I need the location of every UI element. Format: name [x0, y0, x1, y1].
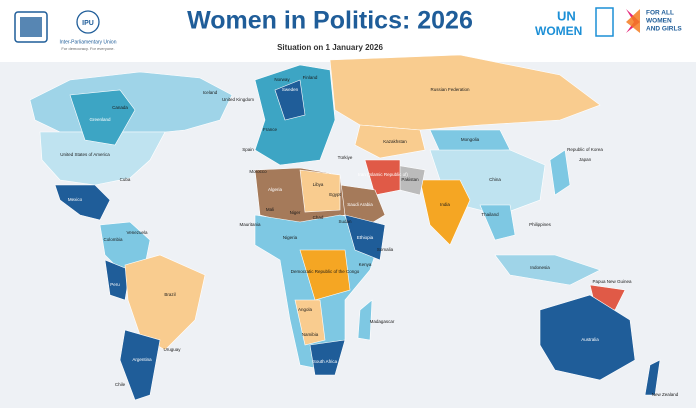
country-label: Canada	[112, 105, 128, 110]
country-label: Iran (Islamic Republic of)	[358, 172, 408, 177]
country-label: Philippines	[529, 222, 552, 227]
angola-namibia	[294, 299, 326, 346]
brazil	[124, 254, 206, 351]
country-label: Mexico	[68, 197, 83, 202]
country-label: China	[489, 177, 501, 182]
usa	[39, 131, 166, 186]
country-label: Venezuela	[126, 230, 148, 235]
greenland	[69, 89, 136, 146]
country-label: Norway	[274, 77, 290, 82]
nordics	[274, 79, 306, 121]
map	[29, 54, 661, 401]
country-label: India	[440, 202, 450, 207]
country-label: United Kingdom	[222, 97, 254, 102]
country-label: Chad	[313, 215, 324, 220]
madagascar	[357, 299, 373, 341]
india	[419, 179, 471, 246]
japan-korea	[549, 149, 571, 196]
country-label: Peru	[110, 282, 120, 287]
southeast-asia	[479, 204, 516, 241]
drc	[299, 249, 351, 301]
argentina-chile	[119, 329, 161, 401]
country-label: Libya	[313, 182, 324, 187]
country-label: Nigeria	[283, 235, 298, 240]
country-label: Indonesia	[530, 265, 550, 270]
country-label: Thailand	[481, 212, 499, 217]
peru	[104, 259, 131, 301]
ipu-logo: IPU	[82, 20, 94, 27]
country-label: Iceland	[203, 90, 218, 95]
country-label: Papua New Guinea	[592, 279, 632, 284]
ipu-name: Inter-Parliamentary Union	[60, 39, 117, 45]
kazakhstan	[354, 124, 426, 159]
country-label: Uruguay	[163, 347, 181, 352]
country-label: Mauritania	[239, 222, 261, 227]
un-women-women: WOMEN	[535, 24, 582, 38]
mexico	[54, 184, 111, 221]
country-label: Cuba	[120, 177, 131, 182]
un-women-un: UN	[557, 8, 576, 23]
country-label: Madagascar	[370, 319, 395, 324]
country-label: South Africa	[313, 359, 338, 364]
country-label: Somalia	[377, 247, 394, 252]
country-label: Türkiye	[338, 155, 353, 160]
for-all-logo-part	[626, 9, 640, 33]
country-label: Egypt	[329, 192, 341, 197]
country-label: Algeria	[268, 187, 283, 192]
un-women-symbol	[595, 7, 614, 37]
country-label: Democratic Republic of the Congo	[291, 269, 360, 274]
country-label: Mali	[266, 207, 274, 212]
country-label: Kenya	[359, 262, 372, 267]
ipu-emblem	[76, 10, 100, 34]
libya-egypt	[299, 169, 341, 213]
country-label: Spain	[242, 147, 254, 152]
new-zealand	[644, 359, 661, 396]
country-label: France	[263, 127, 278, 132]
country-label: Brazil	[164, 292, 175, 297]
country-label: Argentina	[132, 357, 152, 362]
country-label: Australia	[581, 337, 599, 342]
ipu-tagline: For democracy. For everyone.	[61, 46, 114, 51]
country-label: Mongolia	[461, 137, 480, 142]
country-label: Saudi Arabia	[347, 202, 373, 207]
country-label: United States of America	[60, 152, 110, 157]
country-label: Pakistan	[401, 177, 419, 182]
country-label: Russian Federation	[430, 87, 470, 92]
qr-pattern	[20, 17, 42, 37]
horn-of-africa	[344, 214, 386, 261]
country-label: Greenland	[89, 117, 111, 122]
country-label: Sudan	[338, 219, 352, 224]
country-label: Republic of Korea	[567, 147, 603, 152]
country-label: Japan	[579, 157, 592, 162]
country-label: Sweden	[282, 87, 299, 92]
for-all-women: WOMEN	[646, 18, 672, 25]
country-label: Morocco	[249, 169, 267, 174]
for-all: FOR ALL	[646, 10, 674, 17]
country-label: New Zealand	[652, 392, 679, 397]
country-label: Ethiopia	[357, 235, 374, 240]
indonesia	[494, 254, 601, 286]
country-label: Colombia	[103, 237, 123, 242]
country-label: Angola	[298, 307, 313, 312]
country-label: Namibia	[302, 332, 319, 337]
country-label: Chile	[115, 382, 126, 387]
header-band	[0, 0, 696, 62]
russia	[329, 54, 601, 131]
country-label: Kazakhstan	[383, 139, 407, 144]
south-africa	[309, 339, 346, 376]
country-label: Finland	[303, 75, 318, 80]
subtitle: Situation on 1 January 2026	[277, 43, 383, 52]
australia	[539, 294, 636, 381]
for-all-girls: AND GIRLS	[646, 26, 682, 33]
iran	[364, 159, 401, 196]
country-label: Niger	[290, 210, 301, 215]
title: Women in Politics: 2026	[187, 7, 473, 35]
country-labels: Canada United States of America Mexico C…	[60, 75, 679, 397]
